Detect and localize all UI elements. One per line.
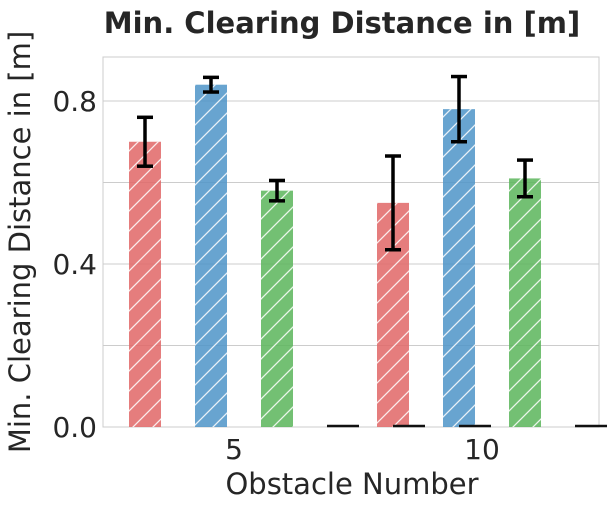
bar-hatch [129, 141, 161, 427]
bar-hatch [509, 178, 541, 427]
y-tick-label: 0.4 [52, 248, 97, 281]
chart-title: Min. Clearing Distance in [m] [104, 6, 580, 40]
y-axis-ticks: 0.0 0.4 0.8 [52, 85, 97, 444]
x-axis-ticks: 5 10 [225, 433, 500, 466]
x-axis-label: Obstacle Number [225, 467, 478, 501]
y-tick-label: 0.8 [52, 85, 97, 118]
bar-hatch [261, 190, 293, 427]
error-bars [137, 74, 533, 252]
y-tick-label: 0.0 [52, 411, 97, 444]
x-tick-label: 5 [225, 433, 243, 466]
bar-hatch [443, 109, 475, 428]
bar-hatch [195, 84, 227, 427]
bar-series [129, 84, 607, 428]
x-tick-label: 10 [464, 433, 500, 466]
y-axis-label: Min. Clearing Distance in [m] [3, 31, 37, 453]
